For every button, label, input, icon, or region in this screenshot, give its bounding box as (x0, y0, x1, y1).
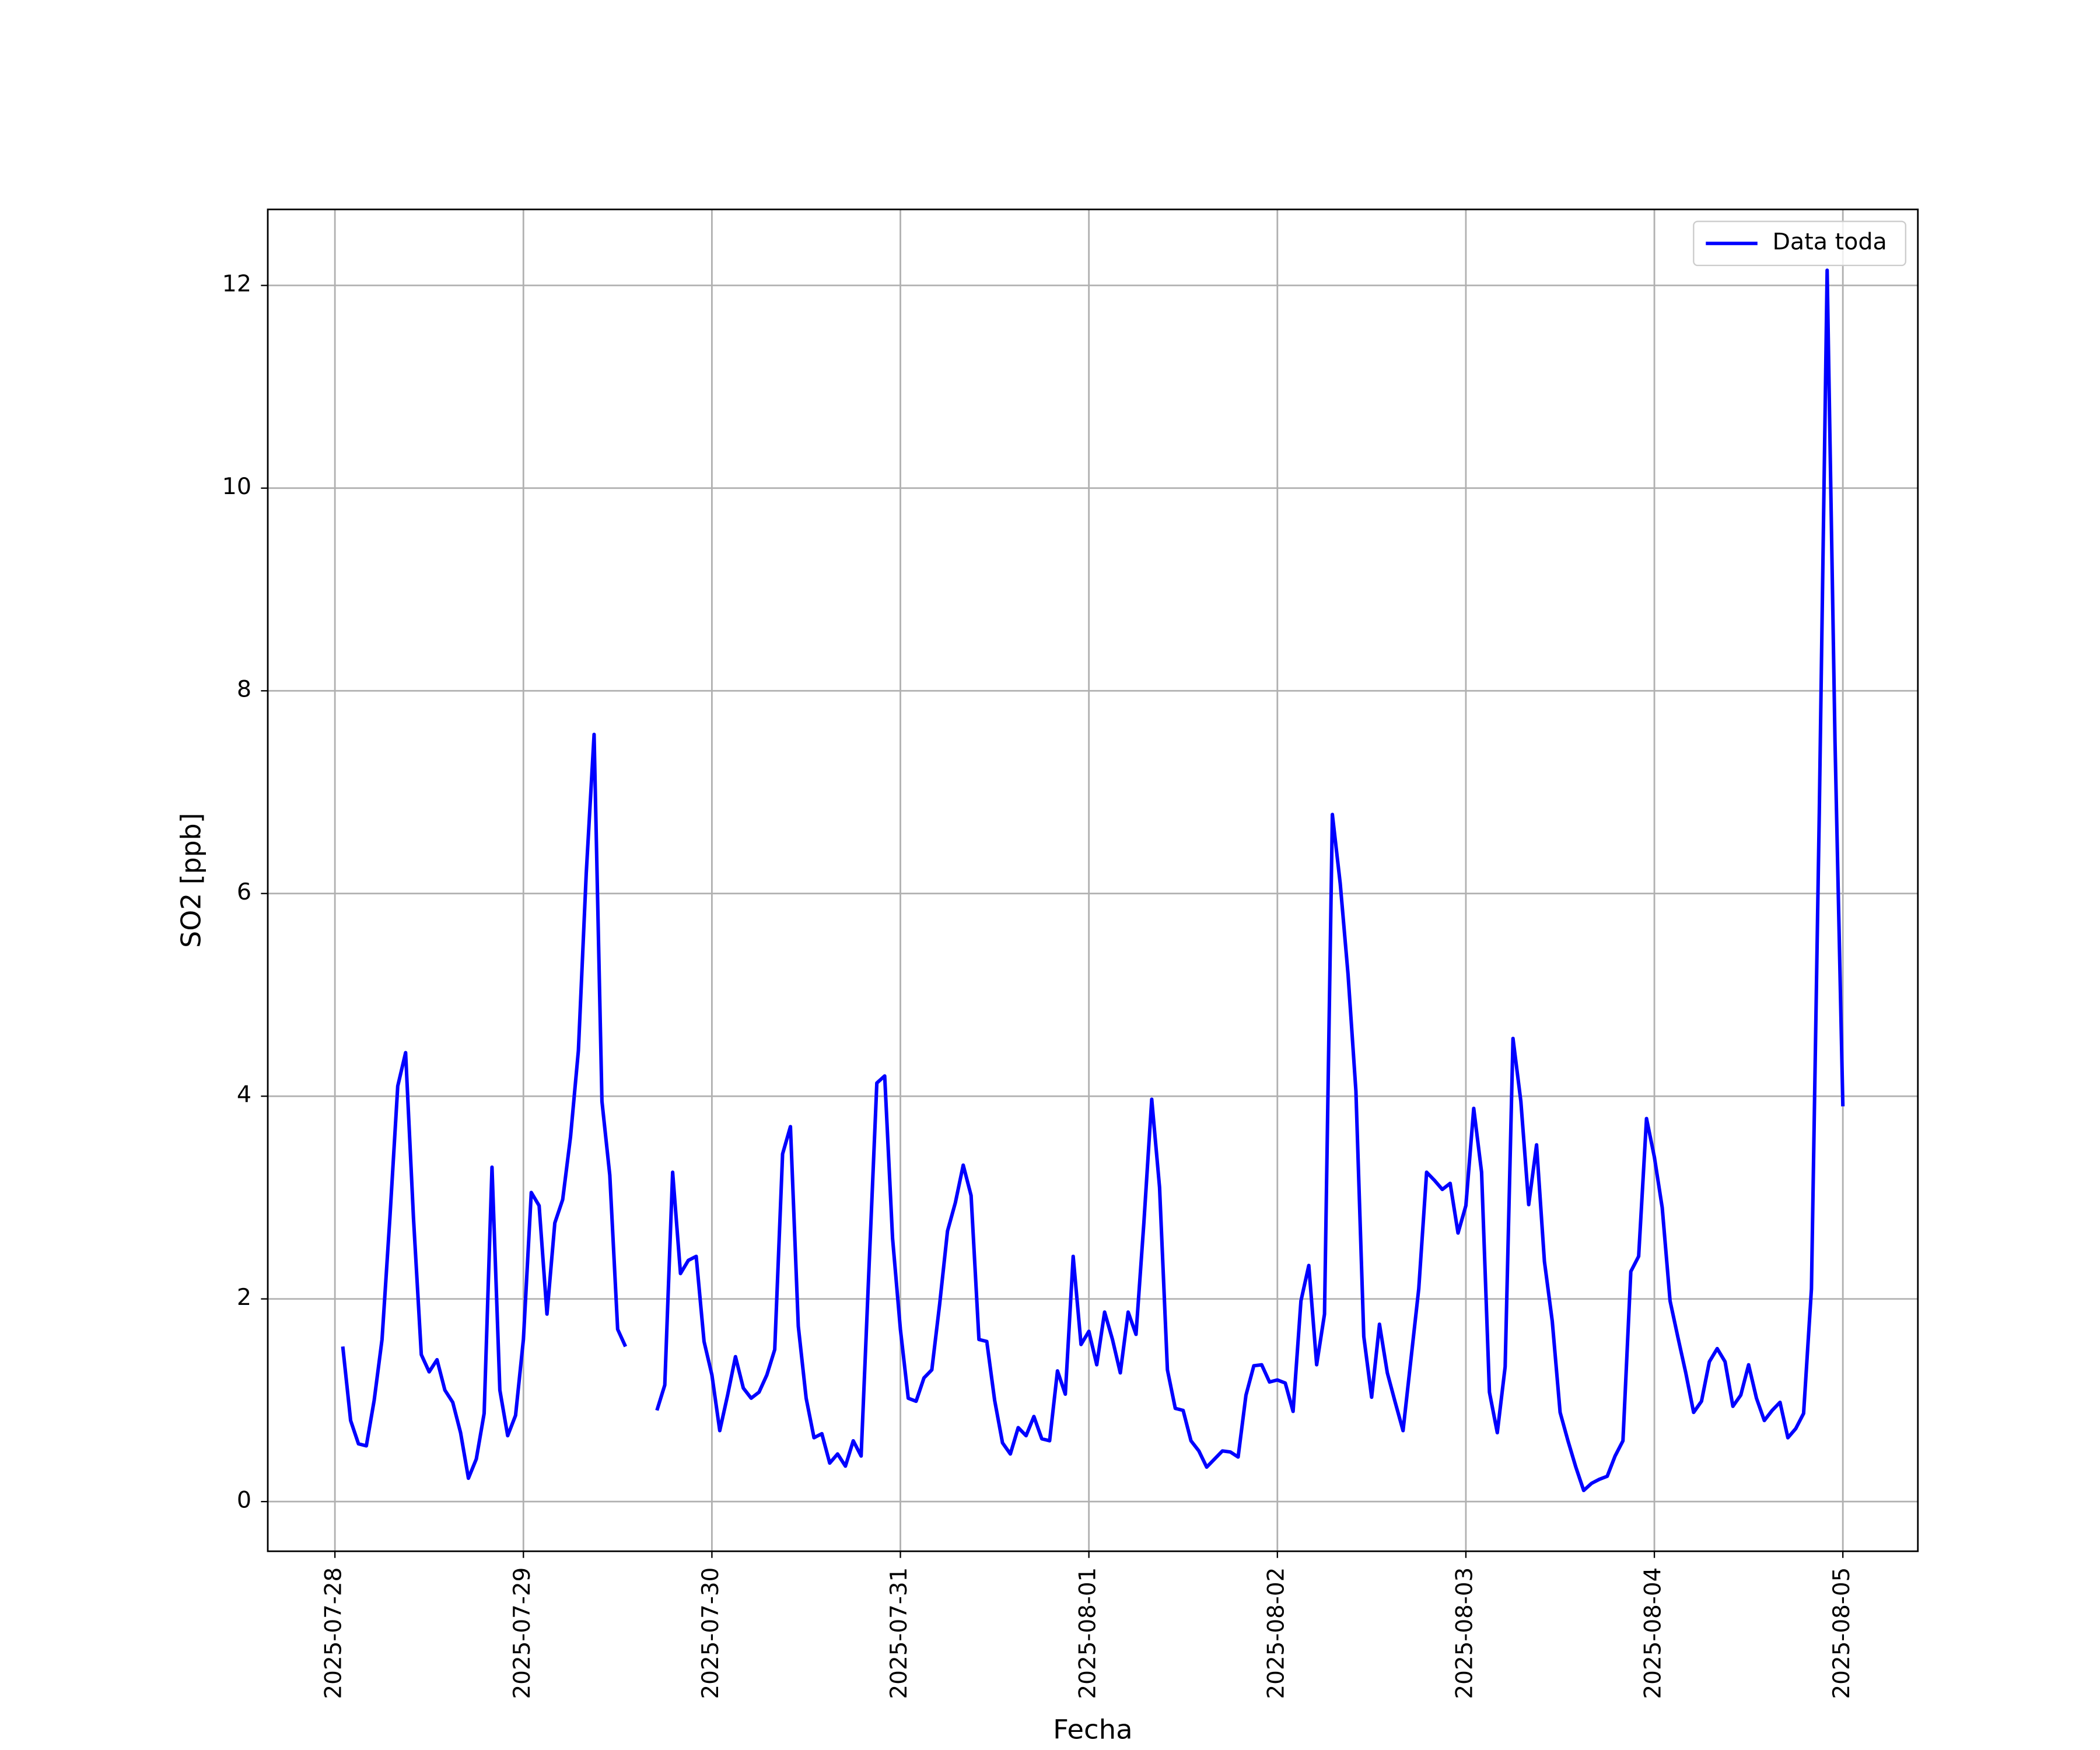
y-tick-label: 4 (237, 1082, 251, 1108)
y-tick-label: 0 (237, 1488, 251, 1514)
y-tick-label: 2 (237, 1284, 251, 1311)
x-tick-label: 2025-08-05 (1828, 1567, 1854, 1699)
y-tick-label: 8 (237, 677, 251, 703)
x-tick-label: 2025-07-30 (698, 1567, 724, 1699)
y-tick-label: 10 (222, 474, 251, 501)
x-tick-label: 2025-08-04 (1640, 1567, 1666, 1699)
y-axis-label: SO2 [ppb] (175, 813, 207, 947)
data-line (341, 268, 1845, 1493)
y-tick-label: 12 (222, 271, 251, 298)
x-tick-label: 2025-07-28 (320, 1567, 346, 1699)
x-tick-label: 2025-08-03 (1451, 1567, 1478, 1699)
plot-frame (267, 208, 1919, 1552)
x-axis-label: Fecha (1053, 1714, 1133, 1745)
y-tick-label: 6 (237, 879, 251, 905)
legend-label: Data toda (1772, 229, 1887, 256)
x-tick-label: 2025-07-29 (509, 1567, 536, 1699)
x-tick-label: 2025-07-31 (886, 1567, 912, 1699)
legend-box (1693, 220, 1906, 267)
x-tick-label: 2025-08-01 (1074, 1567, 1101, 1699)
x-tick-label: 2025-08-02 (1263, 1567, 1289, 1699)
